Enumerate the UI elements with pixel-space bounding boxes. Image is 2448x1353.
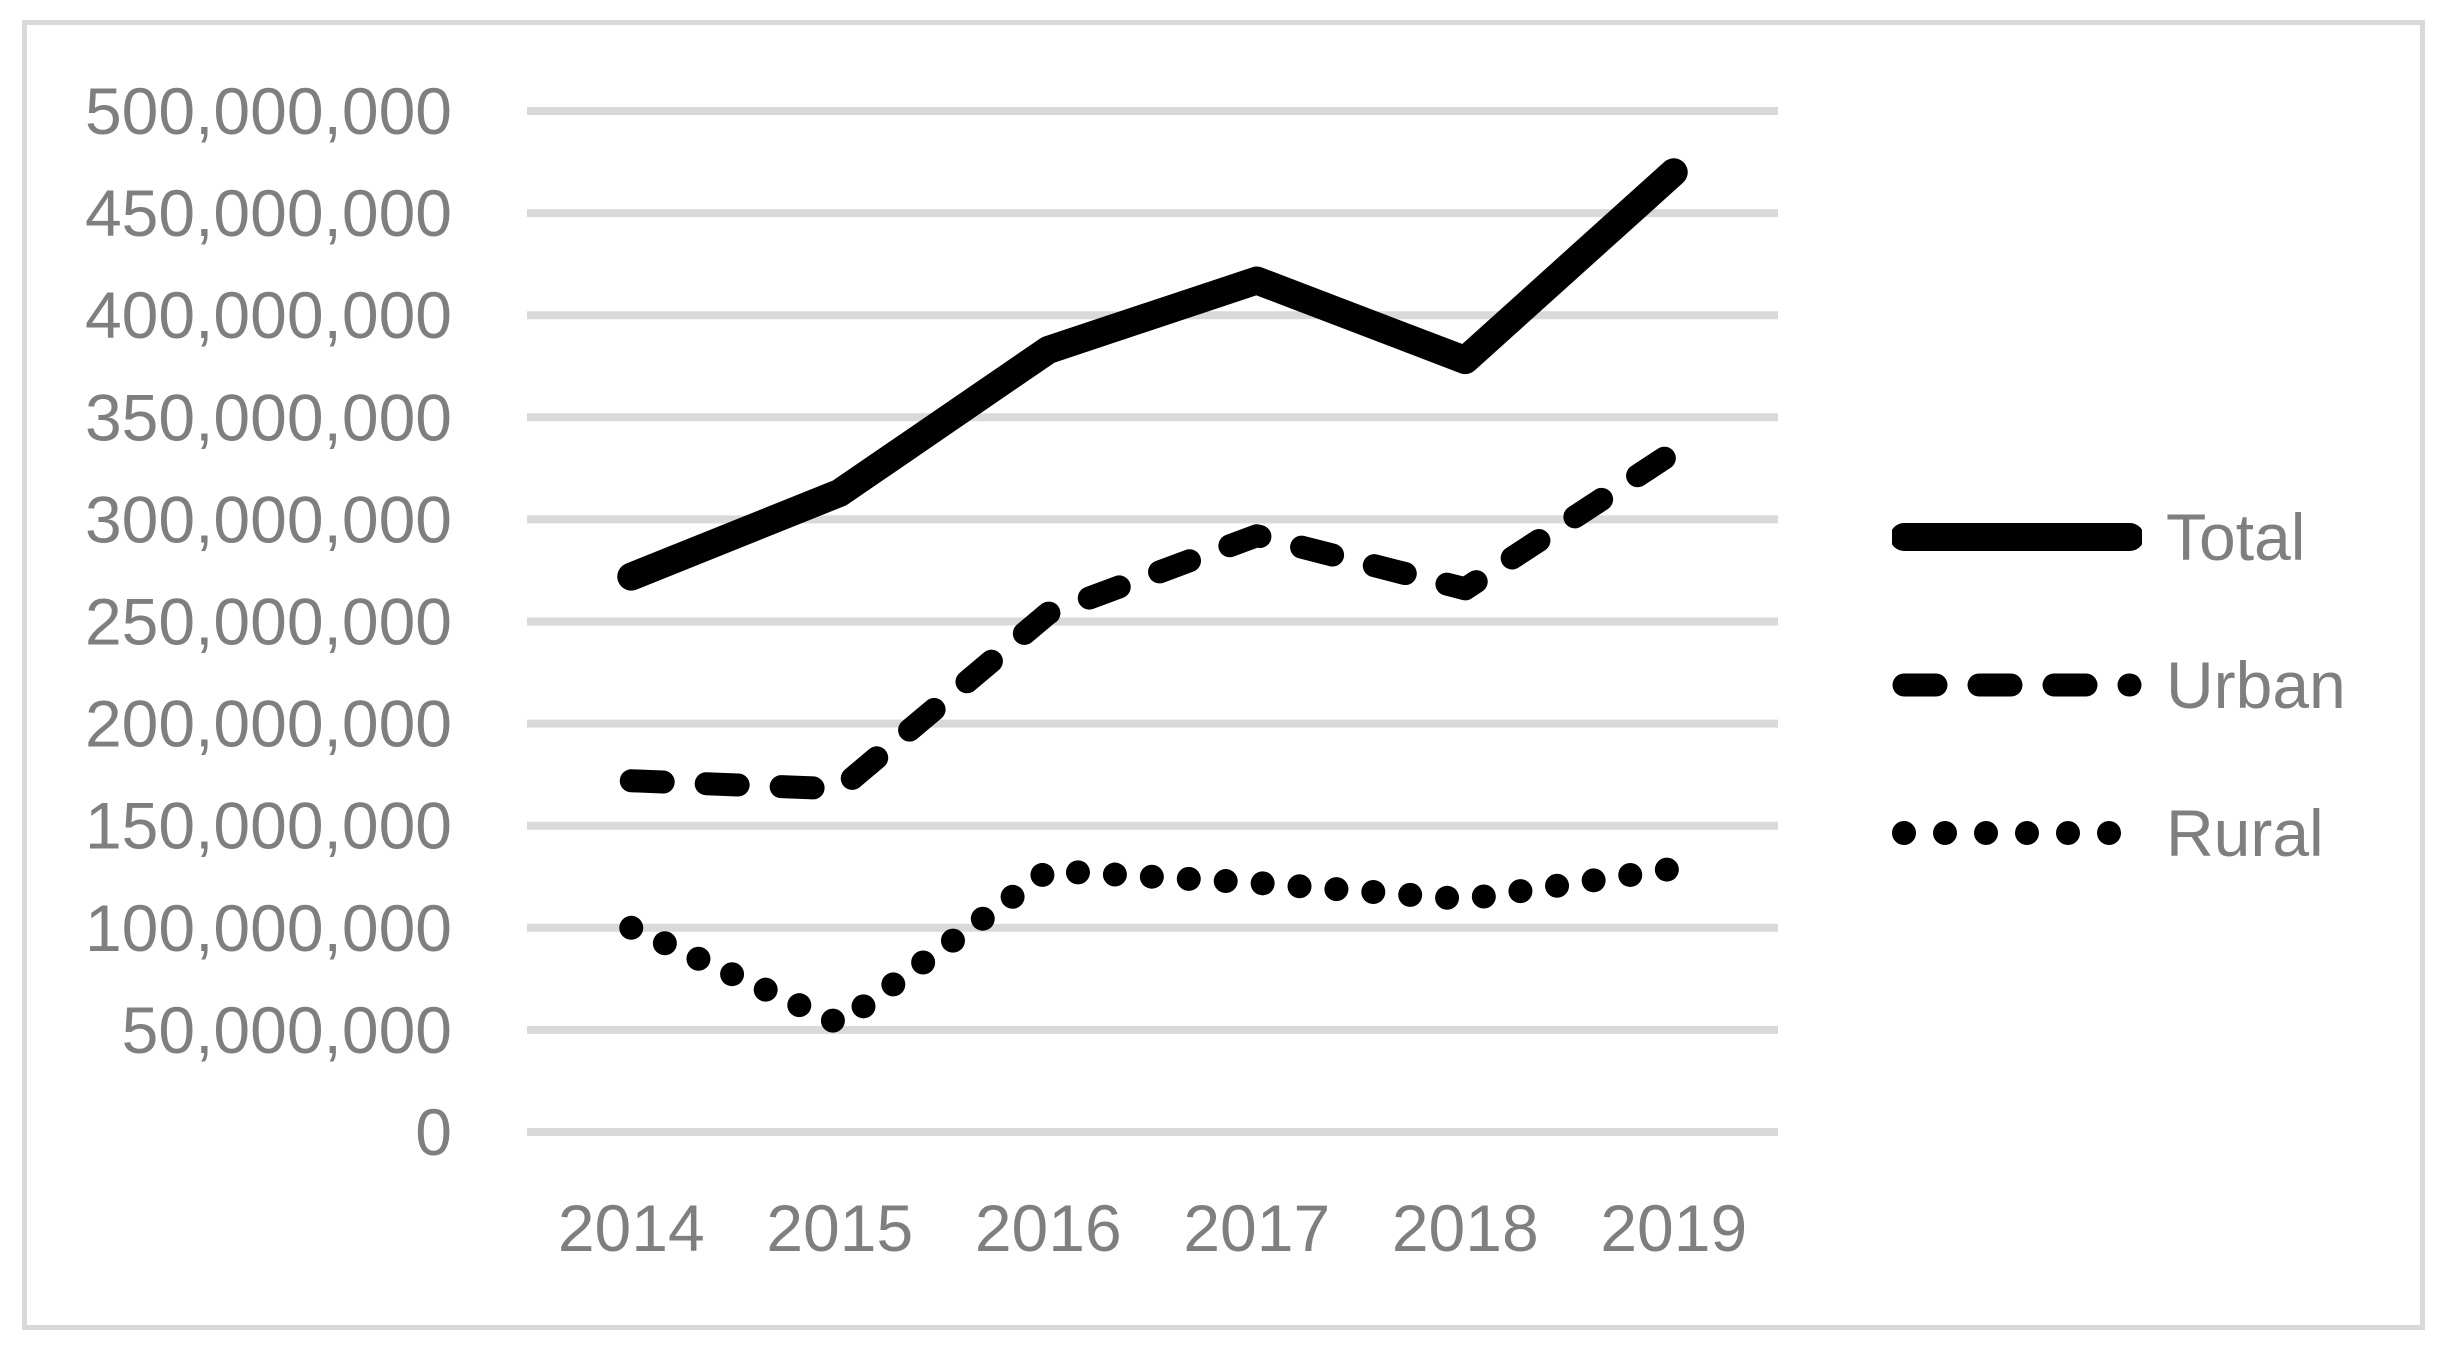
x-axis-tick-label: 2015 [766,1191,913,1265]
x-axis-tick-label: 2019 [1600,1191,1747,1265]
legend: Total Urban Rural [1892,487,2346,931]
series-line-total [617,158,1688,591]
series-line-rural [619,856,1686,1038]
legend-item-urban: Urban [1892,635,2346,735]
y-axis-tick-label: 400,000,000 [85,278,452,352]
y-axis-tick-label: 500,000,000 [85,74,452,148]
x-axis-tick-label: 2014 [558,1191,705,1265]
x-axis-tick-label: 2016 [975,1191,1122,1265]
chart-frame [22,20,2425,1330]
y-axis-tick-label: 200,000,000 [85,687,452,761]
legend-label-rural: Rural [2166,796,2324,870]
y-axis-tick-label: 150,000,000 [85,789,452,863]
y-axis-tick-label: 0 [415,1095,452,1169]
legend-swatch-dashed-line-icon [1892,673,2142,697]
legend-label-total: Total [2166,500,2306,574]
y-axis-tick-label: 250,000,000 [85,585,452,659]
y-axis-tick-label: 350,000,000 [85,380,452,454]
series-line-urban [619,440,1686,801]
x-axis-tick-label: 2018 [1392,1191,1539,1265]
legend-swatch-dotted-line-icon [1892,821,2142,845]
legend-item-rural: Rural [1892,783,2346,883]
legend-label-urban: Urban [2166,648,2346,722]
y-axis-tick-label: 450,000,000 [85,176,452,250]
legend-item-total: Total [1892,487,2346,587]
y-axis-tick-label: 50,000,000 [122,993,452,1067]
y-axis-tick-label: 300,000,000 [85,482,452,556]
legend-swatch-solid-line-icon [1892,523,2142,551]
x-axis-tick-label: 2017 [1183,1191,1330,1265]
y-axis-tick-label: 100,000,000 [85,891,452,965]
